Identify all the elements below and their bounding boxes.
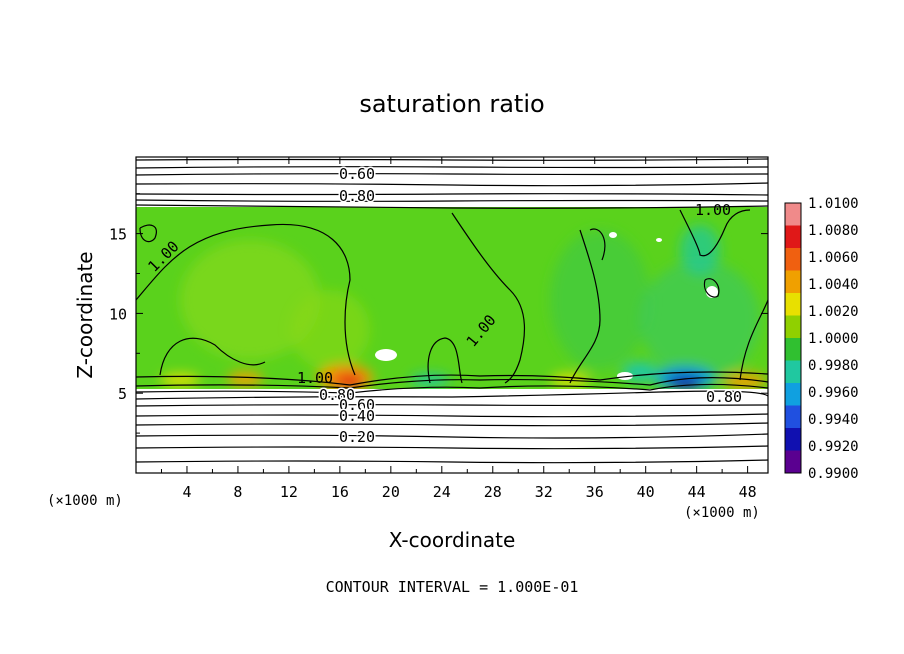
colorbar-swatch [785,405,801,429]
x-tick-label: 24 [433,483,451,501]
contour-label: 1.00 [695,201,731,219]
x-axis-unit-label: (×1000 m) [684,505,760,521]
x-tick-label: 8 [233,483,242,501]
colorbar-label: 1.0080 [808,223,859,239]
contour-label: 0.40 [339,407,375,425]
colorbar-swatch [785,338,801,361]
x-tick-label: 40 [637,483,655,501]
x-axis-label: X-coordinate [389,528,516,552]
x-tick-label: 4 [182,483,191,501]
contour-label: 0.60 [339,165,375,183]
colorbar-label: 0.9960 [808,385,859,401]
colorbar-swatch [785,428,801,451]
x-tick-label: 28 [484,483,502,501]
contour-label: 0.80 [339,187,375,205]
contour-label: 0.60 [339,396,375,414]
colorbar-label: 1.0000 [808,331,859,347]
x-axis-ticks: 4 8 12 16 20 24 28 32 36 40 44 48 [160,157,757,501]
colorbar-frame [784,202,802,474]
colorbar-labels: 1.0100 1.0080 1.0060 1.0040 1.0020 1.0000 0.99… [808,196,859,482]
plot-frame [135,156,769,474]
heatmap-field [136,207,768,389]
colorbar-label: 0.9940 [808,412,859,428]
z-tick-label: 5 [118,385,127,403]
colorbar-label: 0.9900 [808,466,859,482]
z-axis-unit-label: (×1000 m) [47,493,123,509]
z-tick-label: 15 [109,226,127,244]
plot-area: 0.60 0.80 1.00 1.00 1.00 1.00 0.80 0.60 … [109,156,769,501]
contour-interval-footer: CONTOUR INTERVAL = 1.000E-01 [326,578,579,596]
contour-label: 0.80 [706,388,742,406]
contour-label: 1.00 [297,369,333,387]
contour-label: 0.20 [339,428,375,446]
colorbar-label: 1.0020 [808,304,859,320]
x-tick-label: 20 [382,483,400,501]
contour-lines [136,158,768,464]
z-axis-ticks: 5 10 15 [109,193,768,434]
colorbar-label: 1.0100 [808,196,859,212]
colorbar-swatch [785,315,801,339]
colorbar-label: 0.9980 [808,358,859,374]
colorbar-swatch [785,383,801,406]
colorbar-swatch [785,203,801,226]
contour-label: 0.80 [319,386,355,404]
colorbar-swatches [785,203,801,474]
z-axis-label: Z-coordinate [73,251,97,378]
colorbar-label: 0.9920 [808,439,859,455]
x-tick-label: 36 [586,483,604,501]
colorbar-swatch [785,248,801,271]
colorbar-swatch [785,360,801,384]
x-tick-label: 32 [535,483,553,501]
colorbar-swatch [785,225,801,249]
x-tick-label: 48 [739,483,757,501]
colorbar-label: 1.0060 [808,250,859,266]
x-tick-label: 44 [688,483,706,501]
colorbar-swatch [785,450,801,474]
contour-label-group: 0.60 0.80 1.00 1.00 1.00 1.00 0.80 0.60 … [144,164,743,448]
x-tick-label: 12 [280,483,298,501]
z-tick-label: 10 [109,305,127,323]
colorbar: 1.0100 1.0080 1.0060 1.0040 1.0020 1.0000 0.99… [784,196,859,482]
colorbar-swatch [785,270,801,294]
chart-title: saturation ratio [359,90,544,118]
colorbar-label: 1.0040 [808,277,859,293]
colorbar-swatch [785,293,801,316]
x-tick-label: 16 [331,483,349,501]
